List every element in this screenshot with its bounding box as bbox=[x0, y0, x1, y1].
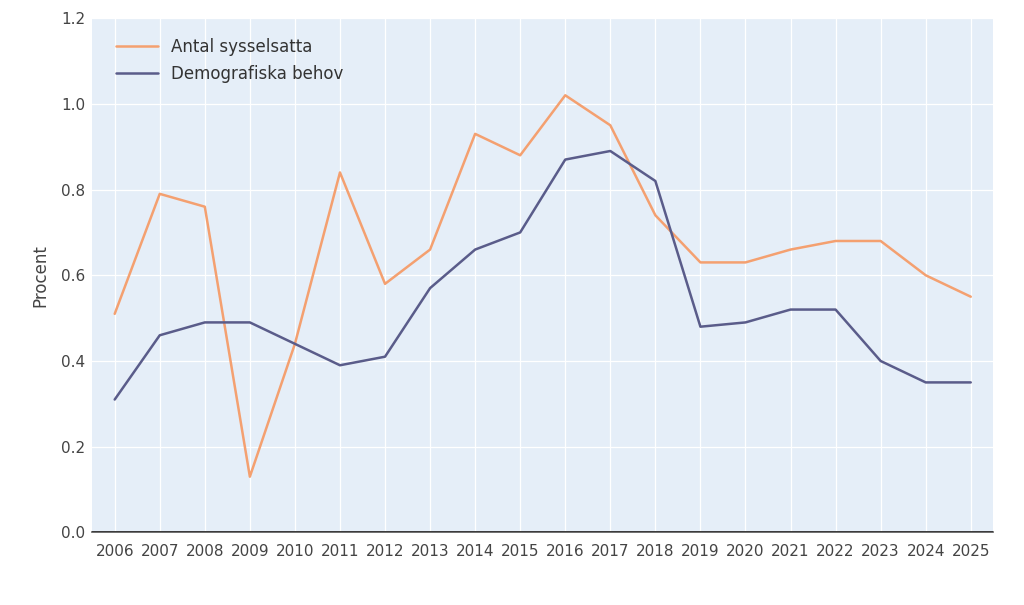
Demografiska behov bbox=[739, 319, 752, 326]
Antal sysselsatta bbox=[649, 212, 662, 219]
Antal sysselsatta bbox=[874, 237, 887, 244]
Demografiska behov bbox=[514, 229, 526, 236]
Line: Antal sysselsatta: Antal sysselsatta bbox=[115, 96, 971, 477]
Antal sysselsatta bbox=[784, 246, 797, 253]
Demografiska behov bbox=[154, 332, 166, 339]
Demografiska behov bbox=[874, 358, 887, 365]
Antal sysselsatta bbox=[920, 272, 932, 279]
Demografiska behov bbox=[469, 246, 481, 253]
Antal sysselsatta bbox=[739, 259, 752, 266]
Antal sysselsatta bbox=[289, 340, 301, 347]
Antal sysselsatta bbox=[514, 152, 526, 159]
Antal sysselsatta bbox=[604, 122, 616, 129]
Demografiska behov bbox=[109, 396, 121, 403]
Antal sysselsatta bbox=[559, 92, 571, 99]
Antal sysselsatta bbox=[424, 246, 436, 253]
Legend: Antal sysselsatta, Demografiska behov: Antal sysselsatta, Demografiska behov bbox=[110, 31, 350, 90]
Demografiska behov bbox=[199, 319, 211, 326]
Demografiska behov bbox=[649, 177, 662, 185]
Demografiska behov bbox=[379, 353, 391, 361]
Line: Demografiska behov: Demografiska behov bbox=[115, 151, 971, 399]
Antal sysselsatta bbox=[469, 130, 481, 137]
Demografiska behov bbox=[559, 156, 571, 163]
Antal sysselsatta bbox=[694, 259, 707, 266]
Antal sysselsatta bbox=[154, 190, 166, 197]
Demografiska behov bbox=[289, 340, 301, 347]
Antal sysselsatta bbox=[965, 293, 977, 300]
Antal sysselsatta bbox=[379, 280, 391, 287]
Demografiska behov bbox=[784, 306, 797, 313]
Demografiska behov bbox=[244, 319, 256, 326]
Demografiska behov bbox=[829, 306, 842, 313]
Demografiska behov bbox=[920, 379, 932, 386]
Antal sysselsatta bbox=[109, 310, 121, 318]
Demografiska behov bbox=[965, 379, 977, 386]
Antal sysselsatta bbox=[829, 237, 842, 244]
Demografiska behov bbox=[694, 323, 707, 330]
Demografiska behov bbox=[604, 148, 616, 155]
Demografiska behov bbox=[424, 284, 436, 292]
Antal sysselsatta bbox=[334, 169, 346, 176]
Y-axis label: Procent: Procent bbox=[32, 244, 50, 307]
Antal sysselsatta bbox=[244, 473, 256, 480]
Antal sysselsatta bbox=[199, 203, 211, 211]
Demografiska behov bbox=[334, 362, 346, 369]
